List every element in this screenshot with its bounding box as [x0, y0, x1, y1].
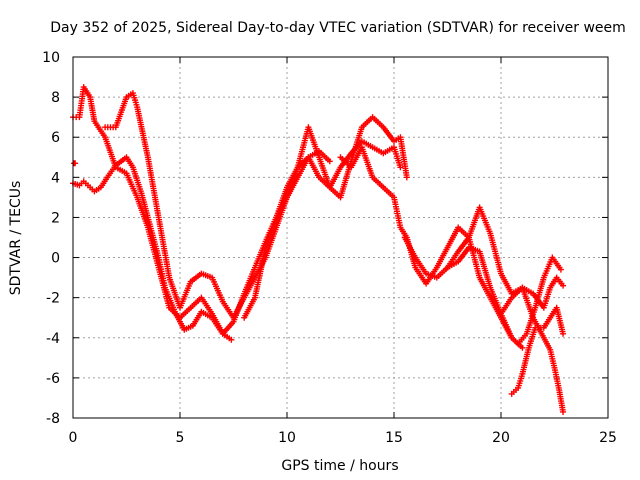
series-3 — [102, 90, 333, 321]
y-tick-label: -6 — [46, 371, 60, 387]
data-point — [397, 164, 404, 171]
y-tick-label: -2 — [46, 291, 60, 307]
data-point — [508, 334, 515, 341]
tick-labels: 0 5 10 15 20 25 -8 -6 -4 -2 0 2 4 6 8 10 — [42, 50, 617, 446]
data-point — [228, 336, 235, 343]
y-tick-label: 2 — [51, 210, 60, 226]
series-9 — [498, 274, 567, 317]
x-tick-label: 5 — [176, 430, 185, 446]
chart-title: Day 352 of 2025, Sidereal Day-to-day VTE… — [50, 20, 626, 36]
x-tick-label: 20 — [492, 430, 510, 446]
plot-frame — [72, 56, 609, 419]
series-10 — [515, 254, 564, 347]
series-8 — [508, 304, 567, 397]
data-point — [326, 158, 333, 165]
y-tick-label: 6 — [51, 130, 60, 146]
x-tick-label: 25 — [599, 430, 617, 446]
x-axis-label: GPS time / hours — [281, 458, 398, 474]
data-point — [403, 174, 410, 181]
data-point — [560, 330, 567, 337]
data-point — [557, 266, 564, 273]
x-tick-label: 15 — [385, 430, 403, 446]
y-tick-label: 4 — [51, 170, 60, 186]
y-tick-label: 0 — [51, 251, 60, 267]
y-tick-label: -8 — [46, 411, 60, 427]
data-point — [519, 344, 526, 351]
data-point — [560, 282, 567, 289]
data-points — [70, 84, 567, 415]
y-axis-label: SDTVAR / TECUs — [8, 181, 24, 296]
y-tick-label: -4 — [46, 331, 60, 347]
series-4 — [241, 114, 410, 321]
x-tick-label: 0 — [69, 430, 78, 446]
y-tick-label: 8 — [51, 90, 60, 106]
x-tick-label: 10 — [278, 430, 296, 446]
y-tick-label: 10 — [42, 50, 60, 66]
data-point — [560, 408, 567, 415]
series-2 — [70, 154, 235, 343]
